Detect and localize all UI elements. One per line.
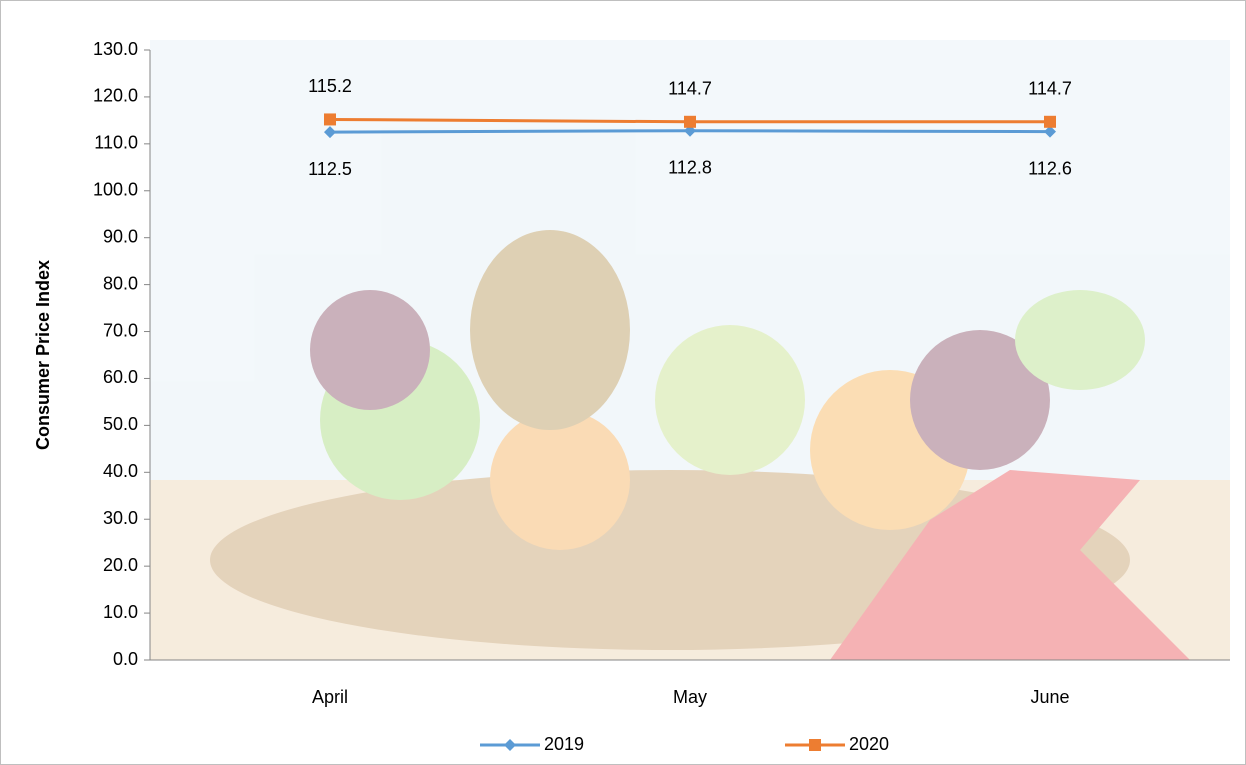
x-tick-label: May	[673, 687, 707, 707]
y-tick-label: 30.0	[103, 508, 138, 528]
y-tick-label: 20.0	[103, 555, 138, 575]
legend-label: 2020	[849, 734, 889, 754]
y-tick-label: 10.0	[103, 602, 138, 622]
y-axis-title: Consumer Price Index	[33, 260, 53, 450]
x-tick-label: June	[1030, 687, 1069, 707]
fruit	[310, 290, 430, 410]
y-tick-label: 70.0	[103, 320, 138, 340]
y-tick-label: 120.0	[93, 86, 138, 106]
data-point	[324, 113, 336, 125]
y-tick-label: 90.0	[103, 226, 138, 246]
fruit	[1015, 290, 1145, 390]
y-tick-label: 110.0	[94, 133, 138, 153]
data-label: 112.8	[668, 157, 712, 177]
y-tick-label: 100.0	[93, 180, 138, 200]
x-tick-label: April	[312, 687, 348, 707]
data-label: 112.5	[308, 159, 352, 179]
y-tick-label: 130.0	[93, 39, 138, 59]
page: Consumer Price Index 0.0 10.0 20.0 30.0 40.0…	[0, 0, 1246, 765]
y-tick-label: 60.0	[103, 367, 138, 387]
chart: Consumer Price Index 0.0 10.0 20.0 30.0 40.0…	[0, 0, 1246, 765]
data-label: 114.7	[668, 79, 712, 99]
fruit	[490, 410, 630, 550]
legend-label: 2019	[544, 734, 584, 754]
data-label: 115.2	[308, 76, 352, 96]
data-label: 112.6	[1028, 158, 1072, 178]
data-point	[684, 116, 696, 128]
legend-marker	[809, 739, 821, 751]
y-tick-label: 40.0	[103, 461, 138, 481]
data-label: 114.7	[1028, 79, 1072, 99]
fruit	[655, 325, 805, 475]
y-tick-label: 50.0	[103, 414, 138, 434]
pineapple	[470, 230, 630, 430]
y-tick-label: 0.0	[113, 649, 138, 669]
data-point	[1044, 116, 1056, 128]
y-tick-label: 80.0	[103, 273, 138, 293]
